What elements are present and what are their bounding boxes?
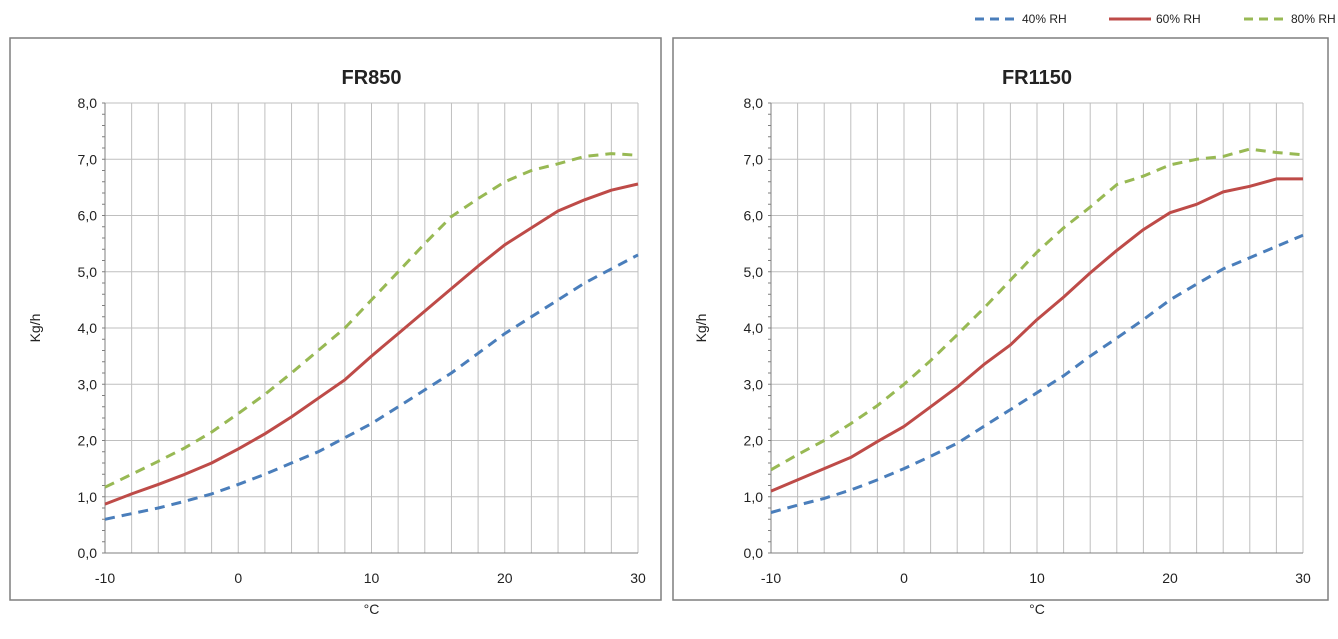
series-line-80-rh: [770, 147, 1304, 472]
y-tick-label: 1,0: [744, 489, 764, 505]
y-tick-label: 5,0: [78, 264, 98, 280]
chart-panel-fr850: 0,0 1,0 2,0 3,0 4,0 5,0 6,0 7,0 8,0 -10 0 10 20 30 FR8…: [9, 37, 662, 617]
x-tick-label: 0: [234, 570, 242, 586]
series-line-40-rh: [104, 253, 639, 521]
series-line-80-rh: [104, 152, 639, 489]
panel-frame: [9, 37, 662, 601]
y-tick-label: 1,0: [78, 489, 98, 505]
x-tick-label: 20: [497, 570, 513, 586]
y-tick-label: 0,0: [744, 545, 764, 561]
legend-label: 40% RH: [1022, 12, 1067, 26]
legend: 40% RH 60% RH 80% RH: [975, 12, 1336, 26]
y-tick-label: 3,0: [744, 376, 764, 392]
chart-title: FR1150: [1002, 67, 1072, 89]
legend-label: 60% RH: [1156, 12, 1201, 26]
series-line-40-rh: [770, 233, 1304, 514]
x-tick-label: 30: [630, 570, 646, 586]
y-axis-label: Kg/h: [693, 314, 709, 343]
y-tick-label: 2,0: [78, 433, 98, 449]
y-tick-label: 6,0: [78, 208, 98, 224]
x-tick-label: -10: [95, 570, 115, 586]
series-line-60-rh: [770, 177, 1303, 493]
x-tick-label: 20: [1162, 570, 1178, 586]
x-tick-label: 30: [1295, 570, 1311, 586]
panel-frame: [672, 37, 1329, 601]
y-tick-label: 6,0: [744, 208, 764, 224]
y-tick-label: 4,0: [744, 320, 764, 336]
y-axis-label: Kg/h: [27, 314, 43, 343]
y-tick-label: 3,0: [78, 376, 98, 392]
chart-panel-fr1150: 0,0 1,0 2,0 3,0 4,0 5,0 6,0 7,0 8,0 -10 0 10 20 30 FR1…: [672, 37, 1329, 617]
y-tick-label: 5,0: [744, 264, 764, 280]
series-line-60-rh: [104, 182, 639, 506]
y-tick-label: 2,0: [744, 433, 764, 449]
y-tick-label: 8,0: [78, 95, 98, 111]
x-axis-label: °C: [1029, 601, 1045, 617]
chart-title: FR850: [341, 67, 401, 89]
y-tick-label: 0,0: [78, 545, 98, 561]
y-tick-label: 8,0: [744, 95, 764, 111]
x-axis-label: °C: [364, 601, 380, 617]
x-tick-label: -10: [761, 570, 781, 586]
x-tick-label: 0: [900, 570, 908, 586]
y-tick-label: 7,0: [744, 151, 764, 167]
y-tick-label: 7,0: [78, 151, 98, 167]
y-tick-label: 4,0: [78, 320, 98, 336]
x-tick-label: 10: [364, 570, 380, 586]
x-tick-label: 10: [1029, 570, 1045, 586]
legend-label: 80% RH: [1291, 12, 1336, 26]
